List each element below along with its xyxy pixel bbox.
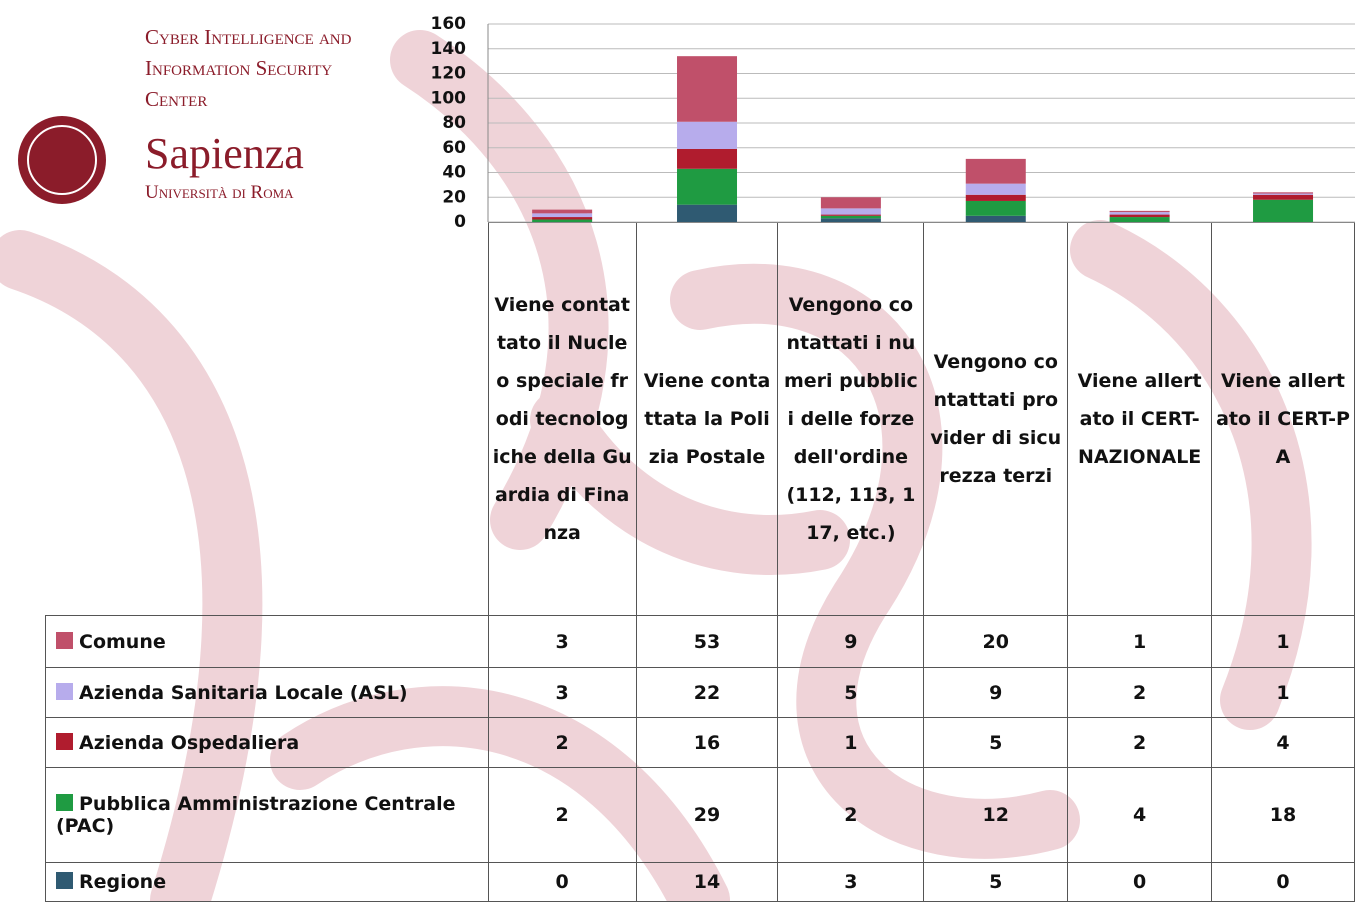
value-cell: 3 (778, 863, 924, 902)
bar-segment (677, 149, 737, 169)
bar-segment (966, 195, 1026, 201)
category-header: Vengono contattati provider di sicurezza… (924, 223, 1068, 616)
value-cell: 4 (1212, 718, 1355, 768)
bar-segment (677, 122, 737, 149)
legend-label: Pubblica Amministrazione Centrale (PAC) (56, 793, 456, 837)
y-tick-label: 140 (431, 39, 467, 59)
value-cell: 2 (488, 768, 636, 863)
bar-segment (821, 208, 881, 214)
value-cell: 5 (924, 863, 1068, 902)
bar-segment (966, 159, 1026, 184)
bar-segment (1110, 215, 1170, 217)
blank-cell (46, 223, 489, 616)
bar-segment (677, 56, 737, 122)
value-cell: 2 (778, 768, 924, 863)
bar-segment (1110, 211, 1170, 212)
data-row: Azienda Ospedaliera2161524 (46, 718, 1355, 768)
value-cell: 5 (924, 718, 1068, 768)
chart: 0 20 40 60 80 100 120 140 160 (0, 0, 1355, 232)
data-row: Pubblica Amministrazione Centrale (PAC) 2… (46, 768, 1355, 863)
value-cell: 0 (488, 863, 636, 902)
bar-segment (821, 218, 881, 222)
value-cell: 0 (1068, 863, 1212, 902)
value-cell: 0 (1212, 863, 1355, 902)
value-cell: 16 (636, 718, 778, 768)
value-cell: 3 (488, 668, 636, 718)
category-header: Viene allertato il CERT-PA (1212, 223, 1355, 616)
bar-segment (1253, 194, 1313, 195)
bar-segment (677, 169, 737, 205)
legend-swatch (56, 683, 73, 700)
bar-segment (1253, 195, 1313, 200)
legend-cell: Azienda Ospedaliera (46, 718, 489, 768)
header-row: Viene contattato il Nucleo speciale frod… (46, 223, 1355, 616)
value-cell: 53 (636, 616, 778, 668)
legend-label: Azienda Ospedaliera (79, 732, 299, 754)
bar-segment (966, 184, 1026, 195)
category-header: Viene contattata la Polizia Postale (636, 223, 778, 616)
value-cell: 1 (1212, 668, 1355, 718)
value-cell: 18 (1212, 768, 1355, 863)
bar-segment (532, 210, 592, 214)
value-cell: 2 (1068, 718, 1212, 768)
value-cell: 9 (778, 616, 924, 668)
value-cell: 4 (1068, 768, 1212, 863)
y-tick-label: 60 (442, 138, 466, 158)
bar-segment (821, 216, 881, 218)
value-cell: 1 (778, 718, 924, 768)
value-cell: 2 (488, 718, 636, 768)
bar-segment (532, 220, 592, 222)
legend-cell: Regione (46, 863, 489, 902)
page: Cyber Intelligence and Information Secur… (0, 0, 1355, 901)
value-cell: 2 (1068, 668, 1212, 718)
bar-segment (532, 213, 592, 217)
bar-segment (677, 205, 737, 222)
legend-label: Comune (79, 631, 166, 653)
y-tick-label: 160 (431, 14, 467, 34)
bar-segment (1253, 192, 1313, 193)
value-cell: 5 (778, 668, 924, 718)
legend-swatch (56, 794, 73, 811)
y-tick-label: 20 (442, 187, 466, 207)
y-tick-label: 0 (454, 212, 466, 232)
value-cell: 1 (1068, 616, 1212, 668)
category-header: Vengono contattati i numeri pubblici del… (778, 223, 924, 616)
legend-swatch (56, 872, 73, 889)
legend-label: Regione (79, 871, 166, 893)
value-cell: 12 (924, 768, 1068, 863)
value-cell: 9 (924, 668, 1068, 718)
category-header: Viene contattato il Nucleo speciale frod… (488, 223, 636, 616)
bar-segment (532, 217, 592, 219)
legend-label: Azienda Sanitaria Locale (ASL) (79, 682, 408, 704)
bar-segment (1253, 200, 1313, 222)
legend-cell: Comune (46, 616, 489, 668)
y-tick-label: 120 (431, 64, 467, 84)
value-cell: 3 (488, 616, 636, 668)
legend-swatch (56, 632, 73, 649)
bar-segment (1110, 212, 1170, 214)
value-cell: 1 (1212, 616, 1355, 668)
bar-segment (1110, 217, 1170, 222)
y-tick-label: 100 (431, 88, 467, 108)
value-cell: 20 (924, 616, 1068, 668)
data-table: Viene contattato il Nucleo speciale frod… (45, 222, 1355, 902)
bar-segment (966, 201, 1026, 216)
bar-segment (821, 215, 881, 216)
bar-segment (821, 197, 881, 208)
value-cell: 29 (636, 768, 778, 863)
legend-cell: Pubblica Amministrazione Centrale (PAC) (46, 768, 489, 863)
value-cell: 14 (636, 863, 778, 902)
bar-segment (966, 216, 1026, 222)
legend-cell: Azienda Sanitaria Locale (ASL) (46, 668, 489, 718)
y-tick-label: 40 (442, 163, 466, 183)
y-tick-label: 80 (442, 113, 466, 133)
category-header: Viene allertato il CERT-NAZIONALE (1068, 223, 1212, 616)
legend-swatch (56, 733, 73, 750)
value-cell: 22 (636, 668, 778, 718)
